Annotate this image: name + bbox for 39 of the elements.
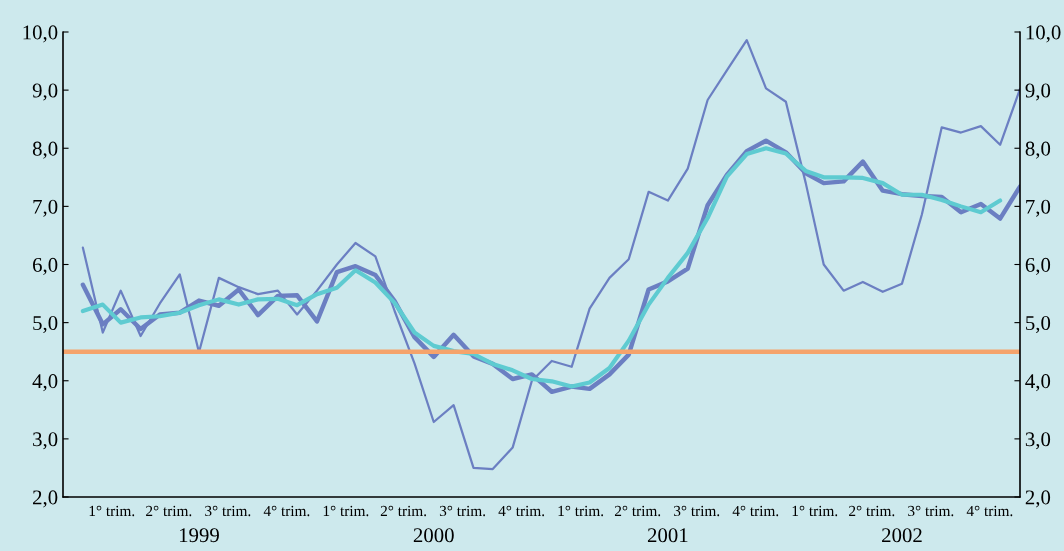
y2-tick-label: 9,0 (1025, 83, 1051, 101)
y-tick-label: 5,0 (33, 316, 58, 334)
y-tick-label: 3,0 (33, 432, 58, 450)
x-tick-label: 1° trim. (558, 505, 604, 517)
y-tick-label: 4,0 (32, 374, 58, 392)
x-tick-label: 1° trim. (323, 505, 369, 517)
y-tick-label: 10,0 (23, 25, 58, 43)
y2-tick-label: 10,0 (1026, 25, 1061, 43)
x2-tick-label: 1999 (179, 528, 219, 543)
x2-tick-label: 2002 (882, 528, 922, 543)
x-tick-label: 2° trim. (849, 505, 895, 517)
y-tick-label: 2,0 (33, 490, 58, 508)
y2-tick-label: 6,0 (1025, 257, 1051, 275)
y-tick-label: 7,0 (33, 199, 58, 217)
x-tick-label: 4° trim. (966, 505, 1013, 517)
x2-tick-label: 2001 (647, 528, 688, 543)
x-tick-label: 3° trim. (439, 505, 486, 517)
y2-tick-label: 5,0 (1026, 316, 1051, 334)
x-tick-label: 3° trim. (908, 505, 954, 517)
y-tick-label: 9,0 (32, 83, 58, 101)
x-tick-label: 1° trim. (792, 505, 838, 517)
x-tick-label: 1° trim. (89, 505, 135, 517)
x-tick-label: 3° trim. (205, 505, 251, 517)
x2-tick-label: 2000 (413, 528, 454, 543)
x-tick-label: 2° trim. (380, 505, 427, 517)
y2-tick-label: 7,0 (1026, 199, 1051, 217)
y2-tick-label: 8,0 (1025, 141, 1051, 159)
y2-tick-label: 4,0 (1025, 374, 1051, 392)
x-tick-label: 4° trim. (732, 505, 779, 517)
y2-tick-label: 2,0 (1025, 490, 1051, 508)
y-tick-label: 6,0 (32, 257, 58, 275)
y-tick-label: 8,0 (32, 141, 58, 159)
x-tick-label: 2° trim. (614, 505, 661, 517)
x-tick-label: 4° trim. (263, 505, 310, 517)
y2-tick-label: 3,0 (1025, 432, 1051, 450)
line-series (81, 39, 1020, 471)
x-tick-label: 3° trim. (674, 505, 720, 517)
x-tick-label: 4° trim. (498, 505, 545, 517)
x-tick-label: 2° trim. (146, 505, 192, 517)
